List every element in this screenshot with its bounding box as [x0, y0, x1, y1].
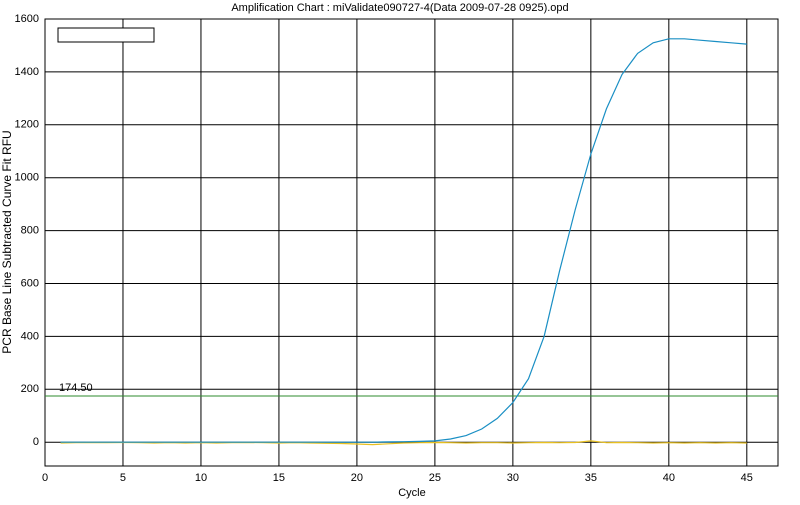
legend-box [57, 27, 155, 43]
y-tick-label: 800 [21, 225, 39, 237]
x-tick-label: 20 [351, 472, 363, 484]
y-tick-label: 1200 [15, 119, 39, 131]
y-tick-label: 1000 [15, 172, 39, 184]
y-tick-label: 400 [21, 330, 39, 342]
x-tick-label: 25 [429, 472, 441, 484]
x-tick-label: 0 [42, 472, 48, 484]
x-axis-label: Cycle [398, 487, 426, 499]
x-tick-label: 35 [585, 472, 597, 484]
chart-title: Amplification Chart : miValidate090727-4… [231, 2, 568, 14]
x-tick-label: 10 [195, 472, 207, 484]
x-tick-label: 5 [120, 472, 126, 484]
y-axis-label: PCR Base Line Subtracted Curve Fit RFU [0, 130, 14, 353]
threshold-label: 174.50 [59, 382, 93, 394]
y-tick-label: 1400 [15, 66, 39, 78]
x-tick-label: 15 [273, 472, 285, 484]
series-line [60, 38, 747, 443]
x-tick-label: 40 [663, 472, 675, 484]
y-tick-label: 0 [33, 436, 39, 448]
y-tick-label: 1600 [15, 13, 39, 25]
x-tick-label: 30 [507, 472, 519, 484]
y-tick-label: 600 [21, 277, 39, 289]
x-tick-label: 45 [741, 472, 753, 484]
plot-border [44, 18, 779, 467]
y-tick-label: 200 [21, 383, 39, 395]
